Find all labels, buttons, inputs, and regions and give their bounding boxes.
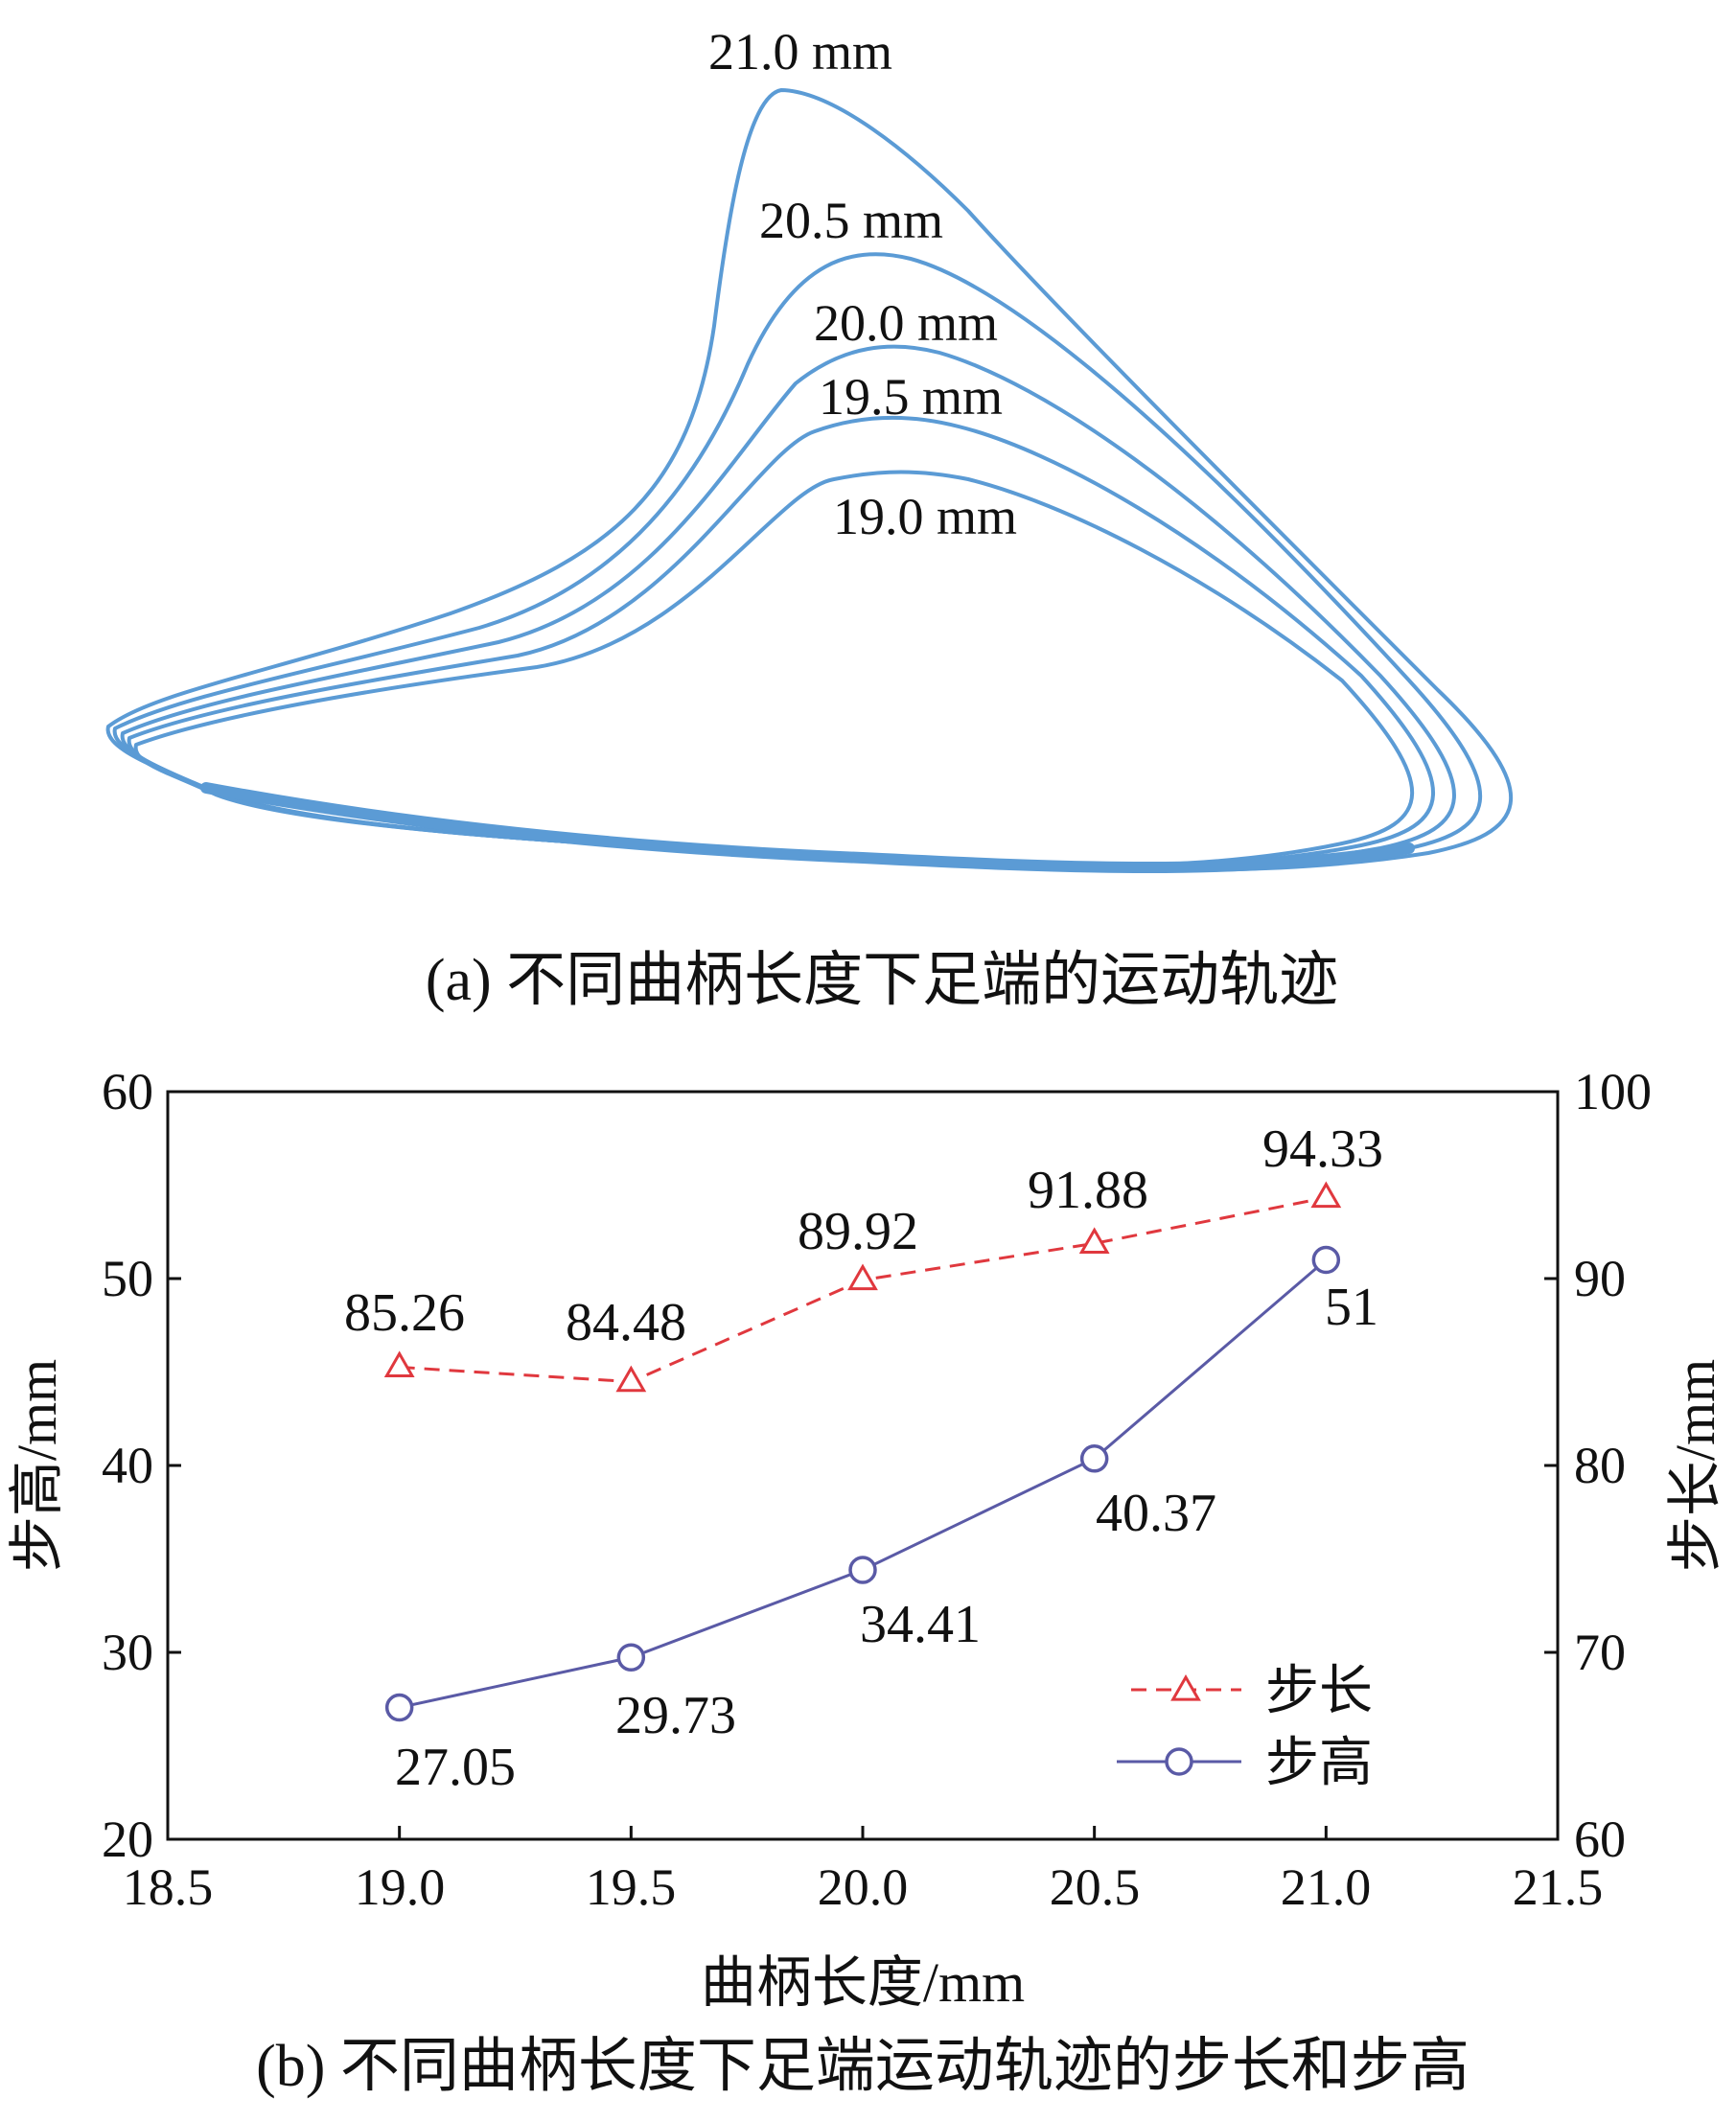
y-right-tick-label: 100 xyxy=(1574,1063,1652,1120)
y-right-tick-label: 80 xyxy=(1574,1437,1626,1494)
legend-label-step-length: 步长 xyxy=(1265,1662,1373,1721)
panel-a-caption: (a) 不同曲柄长度下足端的运动轨迹 xyxy=(426,948,1338,1013)
step-height-marker xyxy=(616,1643,646,1672)
trajectory-curve xyxy=(127,415,1435,869)
legend-marker-step-length xyxy=(1170,1673,1201,1701)
step-height-data-label: 51 xyxy=(1325,1278,1378,1337)
step-chart-panel: 18.5 19.0 19.5 20.0 20.5 21.0 21.5 20 30… xyxy=(6,1063,1726,2099)
y-right-tick-label: 90 xyxy=(1574,1250,1626,1307)
y-right-axis-label: 步长/mm xyxy=(1664,1359,1726,1572)
y-right-tick-label: 60 xyxy=(1574,1811,1626,1868)
step-length-data-label: 91.88 xyxy=(1028,1161,1148,1220)
y-left-tick-label: 50 xyxy=(102,1250,153,1307)
x-tick-label: 19.0 xyxy=(355,1858,446,1916)
y-left-axis-label: 步高/mm xyxy=(6,1359,68,1572)
trajectory-label-21-0: 21.0 mm xyxy=(708,23,892,81)
legend-marker-step-height xyxy=(1165,1747,1193,1776)
step-height-marker xyxy=(1079,1444,1109,1473)
step-height-series xyxy=(384,1245,1341,1722)
step-height-marker xyxy=(1311,1245,1341,1275)
x-tick-label: 20.5 xyxy=(1050,1858,1141,1916)
trajectory-curve xyxy=(112,252,1483,871)
x-tick-label: 18.5 xyxy=(123,1858,214,1916)
step-height-data-label: 27.05 xyxy=(395,1738,516,1797)
step-length-marker xyxy=(615,1365,647,1393)
step-length-marker xyxy=(383,1350,415,1378)
x-tick-label: 21.5 xyxy=(1513,1858,1604,1916)
trajectory-label-20-5: 20.5 mm xyxy=(759,192,943,249)
step-length-marker xyxy=(1310,1181,1342,1209)
trajectory-curves xyxy=(105,88,1514,873)
step-length-marker xyxy=(847,1263,878,1291)
y-left-tick-label: 60 xyxy=(102,1063,153,1120)
step-length-data-label: 89.92 xyxy=(798,1202,918,1261)
step-length-data-label: 84.48 xyxy=(566,1293,686,1352)
y-right-tick-label: 70 xyxy=(1574,1624,1626,1681)
axis-ticks xyxy=(166,1090,1560,1841)
trajectory-label-19-0: 19.0 mm xyxy=(833,488,1017,545)
step-length-data-label: 94.33 xyxy=(1262,1119,1383,1179)
step-length-series xyxy=(383,1181,1342,1393)
step-height-marker xyxy=(384,1693,414,1722)
trajectory-curve xyxy=(133,470,1414,868)
step-height-marker xyxy=(848,1556,877,1584)
trajectory-label-19-5: 19.5 mm xyxy=(819,368,1003,426)
step-length-data-label: 85.26 xyxy=(344,1283,465,1343)
step-height-data-label: 34.41 xyxy=(860,1595,981,1654)
x-tick-label: 19.5 xyxy=(586,1858,677,1916)
trajectory-curve xyxy=(120,344,1456,870)
x-tick-label: 20.0 xyxy=(818,1858,909,1916)
x-tick-label: 21.0 xyxy=(1281,1858,1372,1916)
legend: 步长 步高 xyxy=(1117,1662,1373,1793)
y-left-tick-label: 20 xyxy=(102,1811,153,1868)
step-length-marker xyxy=(1078,1227,1110,1254)
trajectory-label-20-0: 20.0 mm xyxy=(814,294,998,352)
x-axis-label: 曲柄长度/mm xyxy=(701,1951,1025,2014)
trajectory-panel: 21.0 mm 20.5 mm 20.0 mm 19.5 mm 19.0 mm … xyxy=(105,23,1514,1013)
legend-label-step-height: 步高 xyxy=(1265,1734,1373,1793)
legend-marks xyxy=(1117,1673,1241,1776)
y-left-tick-label: 40 xyxy=(102,1437,153,1494)
trajectory-ground-segment xyxy=(200,782,1415,873)
step-height-data-label: 29.73 xyxy=(615,1686,736,1745)
panel-b-caption: (b) 不同曲柄长度下足端运动轨迹的步长和步高 xyxy=(256,2034,1470,2099)
y-left-tick-label: 30 xyxy=(102,1624,153,1681)
step-height-data-label: 40.37 xyxy=(1096,1484,1216,1543)
